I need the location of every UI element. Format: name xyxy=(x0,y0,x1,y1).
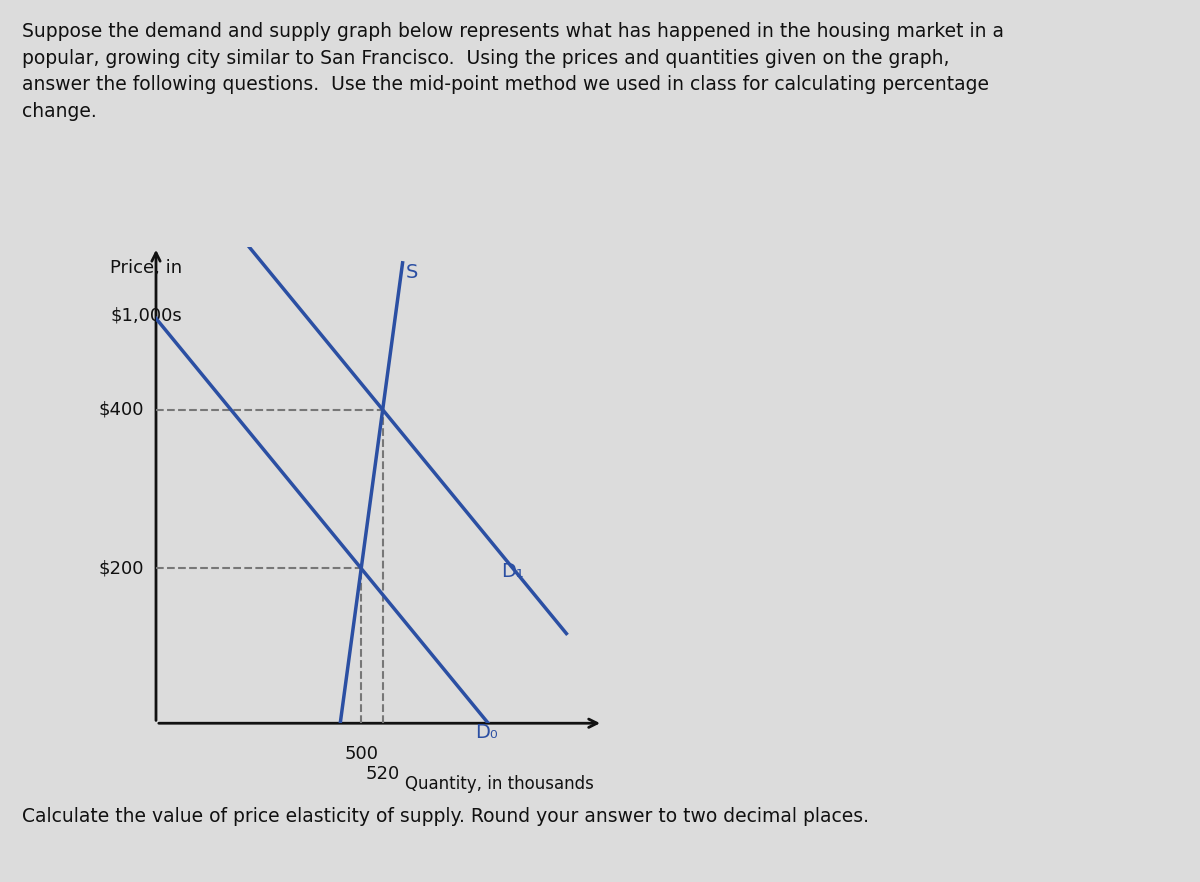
Text: 520: 520 xyxy=(366,765,400,782)
Text: S: S xyxy=(406,263,419,282)
Text: D₁: D₁ xyxy=(502,562,524,581)
Text: D₀: D₀ xyxy=(475,723,498,743)
Text: $1,000s: $1,000s xyxy=(110,307,182,325)
Text: Price, in: Price, in xyxy=(110,259,182,277)
Text: Suppose the demand and supply graph below represents what has happened in the ho: Suppose the demand and supply graph belo… xyxy=(22,22,1003,121)
Text: $400: $400 xyxy=(98,400,144,419)
Text: $200: $200 xyxy=(98,559,144,578)
Text: Quantity, in thousands: Quantity, in thousands xyxy=(404,775,594,793)
Text: 500: 500 xyxy=(344,745,378,764)
Text: Calculate the value of price elasticity of supply. Round your answer to two deci: Calculate the value of price elasticity … xyxy=(22,807,869,826)
